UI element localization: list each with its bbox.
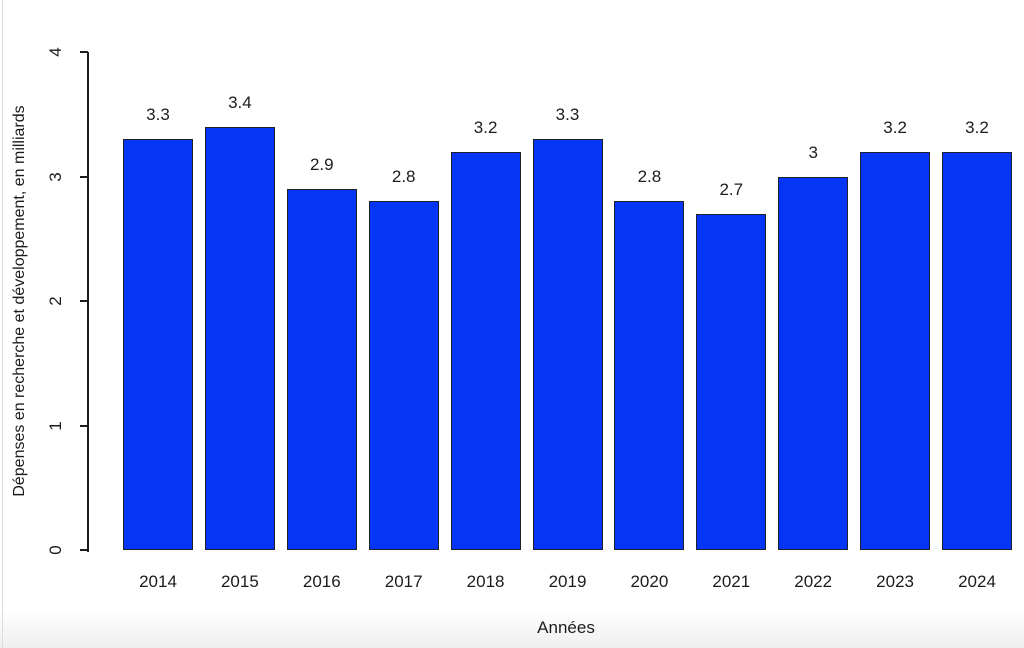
bar-2022: [778, 176, 849, 550]
bar-value-label: 3.2: [965, 117, 989, 137]
bar-2021: [696, 213, 767, 550]
x-tick-label: 2016: [302, 572, 341, 591]
bar-value-label: 3.2: [473, 117, 498, 137]
y-tick-mark: [80, 175, 88, 178]
x-axis-title: Années: [537, 618, 595, 637]
bar-2015: [204, 126, 275, 550]
bar-2016: [286, 188, 357, 550]
x-tick-label: 2017: [384, 572, 423, 591]
y-tick-label: 0: [46, 545, 65, 555]
bar-2023: [860, 151, 931, 550]
x-tick-label: 2024: [958, 572, 996, 591]
bar-value-label: 2.8: [391, 167, 416, 187]
y-tick-label: 2: [46, 296, 65, 306]
bar-2018: [450, 151, 521, 550]
window-edge-line: [2, 0, 3, 648]
bar-value-label: 3.3: [555, 105, 580, 125]
bar-2014: [123, 139, 193, 550]
x-tick-label: 2019: [548, 572, 587, 591]
y-tick-mark: [80, 300, 88, 302]
y-tick-mark: [80, 51, 88, 53]
bar-value-label: 3.3: [146, 105, 170, 125]
y-tick-label: 1: [46, 420, 65, 431]
x-tick-label: 2015: [220, 572, 259, 591]
bar-value-label: 2.7: [719, 179, 744, 199]
bar-2024: [942, 151, 1012, 550]
y-tick-mark: [80, 549, 88, 551]
bar-value-label: 2.8: [637, 167, 662, 187]
bar-value-label: 3.4: [228, 92, 252, 112]
y-axis-title: Dépenses en recherche et développement, …: [11, 105, 28, 497]
x-tick-label: 2021: [712, 572, 751, 591]
y-axis-line: [87, 52, 89, 552]
x-tick-label: 2023: [876, 572, 914, 591]
x-tick-label: 2018: [466, 572, 505, 591]
y-tick-label: 4: [46, 47, 65, 57]
bar-2020: [614, 201, 685, 550]
y-tick-mark: [80, 424, 88, 427]
y-tick-label: 3: [46, 171, 65, 182]
bar-2017: [368, 201, 439, 550]
bar-2019: [532, 139, 603, 550]
x-tick-label: 2014: [139, 572, 177, 591]
x-tick-label: 2020: [630, 572, 669, 591]
bar-value-label: 3: [808, 142, 818, 162]
bar-value-label: 2.9: [309, 154, 334, 174]
bar-value-label: 3.2: [883, 117, 907, 137]
x-tick-label: 2022: [794, 572, 833, 591]
